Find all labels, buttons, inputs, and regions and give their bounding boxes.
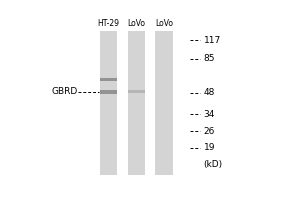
Bar bbox=[100, 90, 117, 94]
Text: GBRD: GBRD bbox=[52, 87, 78, 96]
Text: (kD): (kD) bbox=[204, 160, 223, 169]
Bar bbox=[128, 31, 145, 175]
Bar bbox=[100, 31, 117, 175]
Text: 26: 26 bbox=[204, 127, 215, 136]
Bar bbox=[155, 31, 173, 175]
Text: 34: 34 bbox=[204, 110, 215, 119]
Text: 19: 19 bbox=[204, 143, 215, 152]
Bar bbox=[128, 90, 145, 93]
Text: 48: 48 bbox=[204, 88, 215, 97]
Text: 85: 85 bbox=[204, 54, 215, 63]
Bar bbox=[100, 78, 117, 81]
Text: HT-29: HT-29 bbox=[98, 19, 119, 28]
Text: LoVo: LoVo bbox=[155, 19, 173, 28]
Text: LoVo: LoVo bbox=[127, 19, 145, 28]
Text: 117: 117 bbox=[204, 36, 221, 45]
